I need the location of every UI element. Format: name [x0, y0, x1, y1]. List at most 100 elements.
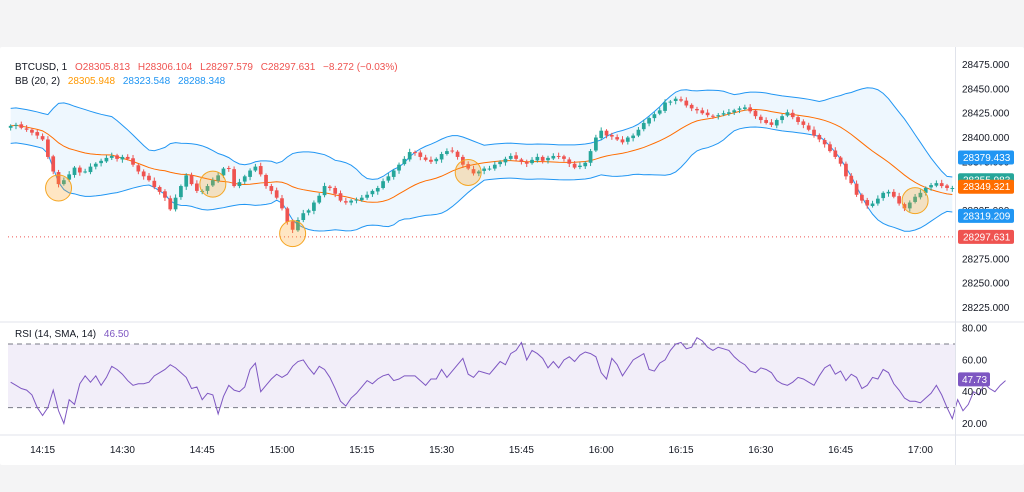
candle-body [753, 110, 758, 117]
candle-body [891, 191, 896, 197]
candle-body [503, 158, 508, 163]
candle-body [466, 164, 471, 169]
bb-fill [10, 87, 953, 232]
candle-body [812, 129, 816, 136]
candle-body [817, 134, 822, 140]
chart-canvas[interactable]: 28475.000 28450.000 28425.000 28400.000 2837… [0, 47, 1024, 465]
candle-body [567, 159, 572, 164]
candle-body [274, 190, 279, 198]
rsi-badge-label: 47.73 [962, 375, 987, 386]
candle-body [195, 183, 199, 191]
candle-body [865, 200, 870, 206]
bb-lower-value: 28288.348 [177, 76, 226, 87]
candle-body [902, 204, 907, 209]
candle-body [163, 191, 167, 198]
candle-body [833, 150, 838, 157]
candle-body [51, 156, 56, 172]
candle-body [14, 124, 18, 126]
low-value: L28297.579 [200, 62, 253, 73]
candle-body [780, 116, 784, 121]
candle-body [205, 186, 210, 191]
candle-body [939, 183, 944, 187]
candle-body [359, 197, 364, 201]
candle-body [615, 137, 620, 140]
candle-body [673, 98, 678, 102]
candle-body [157, 187, 162, 192]
candle-body [806, 125, 811, 130]
price-badge [958, 150, 1014, 165]
candle-body [24, 128, 29, 130]
rsi-label[interactable]: RSI (14, SMA, 14) [15, 329, 97, 340]
candle-body [599, 130, 604, 139]
candle-body [594, 137, 598, 151]
candle-body [152, 180, 157, 188]
rsi-value: 46.50 [103, 329, 129, 340]
candle-body [663, 102, 667, 111]
bb-upper-value: 28323.548 [122, 76, 171, 87]
price-tick-label: 28400.000 [962, 133, 1010, 144]
candle-body [578, 165, 582, 168]
candle-body [418, 152, 423, 157]
candle-body [109, 155, 114, 158]
candle-body [226, 167, 231, 169]
candle-body [381, 181, 385, 188]
candle-body [258, 166, 263, 175]
candle-body [83, 171, 88, 173]
candle-body [455, 151, 460, 157]
candles [8, 96, 955, 234]
candle-body [221, 168, 226, 176]
time-tick-label: 14:30 [110, 445, 135, 456]
touch-highlight-circle [199, 170, 227, 198]
candle-body [556, 155, 561, 157]
rsi-tick-label: 40.00 [962, 387, 987, 398]
candle-body [700, 110, 705, 114]
candle-body [679, 99, 683, 101]
ohlc-legend: BTCUSD, 1 O28305.813 H28306.104 L28297.5… [15, 62, 403, 74]
candle-body [758, 116, 763, 121]
open-value: O28305.813 [75, 62, 131, 73]
candle-body [828, 144, 832, 152]
symbol-label[interactable]: BTCUSD, 1 [15, 62, 68, 73]
candle-body [604, 130, 609, 136]
candle-body [285, 208, 290, 222]
candle-body [583, 162, 588, 167]
candle-body [269, 186, 274, 191]
time-tick-label: 15:45 [509, 445, 534, 456]
candle-body [450, 150, 455, 152]
candle-body [136, 165, 141, 172]
bb-legend: BB (20, 2) 28305.948 28323.548 28288.348 [15, 76, 230, 88]
price-tick-label: 28425.000 [962, 109, 1010, 120]
candle-body [8, 125, 13, 128]
candle-body [508, 155, 513, 159]
candle-body [141, 171, 146, 177]
candle-body [742, 107, 747, 109]
candle-body [62, 180, 66, 185]
price-pane [8, 87, 955, 248]
candle-body [897, 196, 901, 204]
candle-body [67, 174, 72, 180]
candle-body [147, 175, 151, 181]
time-tick-label: 15:15 [349, 445, 374, 456]
candle-body [913, 196, 917, 202]
time-tick-label: 16:15 [668, 445, 693, 456]
candle-body [354, 199, 359, 201]
candle-body [242, 176, 247, 182]
candle-body [439, 154, 444, 160]
bb-label[interactable]: BB (20, 2) [15, 76, 61, 87]
candle-body [572, 163, 577, 168]
candle-body [476, 171, 481, 174]
candle-body [860, 194, 864, 201]
high-value: H28306.104 [137, 62, 193, 73]
touch-highlight-circle [279, 220, 307, 248]
candle-body [423, 157, 428, 160]
candle-body [631, 135, 635, 139]
candle-body [104, 157, 109, 162]
rsi-line [10, 337, 1006, 426]
bb-basis-line [10, 109, 953, 203]
price-badge-label: 28379.433 [963, 153, 1011, 164]
candle-body [168, 198, 173, 210]
candle-body [184, 175, 189, 187]
candle-body [35, 132, 40, 136]
candle-body [844, 163, 848, 177]
time-tick-label: 14:15 [30, 445, 55, 456]
